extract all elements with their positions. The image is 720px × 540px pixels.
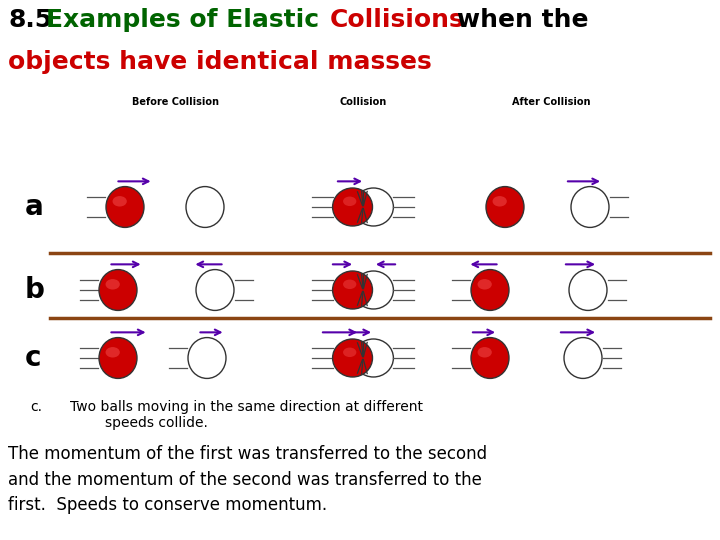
Ellipse shape: [477, 347, 492, 357]
Ellipse shape: [333, 271, 372, 309]
Text: when the: when the: [457, 8, 588, 32]
Ellipse shape: [477, 279, 492, 289]
Ellipse shape: [343, 197, 356, 206]
Ellipse shape: [106, 347, 120, 357]
Text: c.: c.: [30, 400, 42, 414]
Ellipse shape: [354, 271, 393, 309]
Ellipse shape: [471, 269, 509, 310]
Ellipse shape: [354, 188, 393, 226]
Text: objects have identical masses: objects have identical masses: [8, 50, 432, 74]
Text: The momentum of the first was transferred to the second
and the momentum of the : The momentum of the first was transferre…: [8, 445, 487, 515]
Ellipse shape: [571, 187, 609, 227]
Text: Collision: Collision: [339, 97, 387, 107]
Text: After Collision: After Collision: [512, 97, 590, 107]
Ellipse shape: [196, 269, 234, 310]
Ellipse shape: [106, 279, 120, 289]
Ellipse shape: [486, 187, 524, 227]
Ellipse shape: [106, 187, 144, 227]
Text: a: a: [25, 193, 44, 221]
Text: Before Collision: Before Collision: [132, 97, 218, 107]
Ellipse shape: [492, 196, 507, 206]
Text: Collisions: Collisions: [330, 8, 464, 32]
Ellipse shape: [569, 269, 607, 310]
Ellipse shape: [343, 280, 356, 289]
Ellipse shape: [471, 338, 509, 379]
Text: Examples of Elastic: Examples of Elastic: [46, 8, 319, 32]
Text: 8.5: 8.5: [8, 8, 52, 32]
Ellipse shape: [99, 338, 137, 379]
Ellipse shape: [112, 196, 127, 206]
Ellipse shape: [333, 339, 372, 377]
Text: c: c: [25, 344, 42, 372]
Text: b: b: [25, 276, 45, 304]
Ellipse shape: [186, 187, 224, 227]
Text: Two balls moving in the same direction at different
        speeds collide.: Two balls moving in the same direction a…: [70, 400, 423, 430]
Ellipse shape: [99, 269, 137, 310]
Ellipse shape: [354, 339, 393, 377]
Ellipse shape: [564, 338, 602, 379]
Ellipse shape: [343, 348, 356, 357]
Ellipse shape: [333, 188, 372, 226]
Ellipse shape: [188, 338, 226, 379]
